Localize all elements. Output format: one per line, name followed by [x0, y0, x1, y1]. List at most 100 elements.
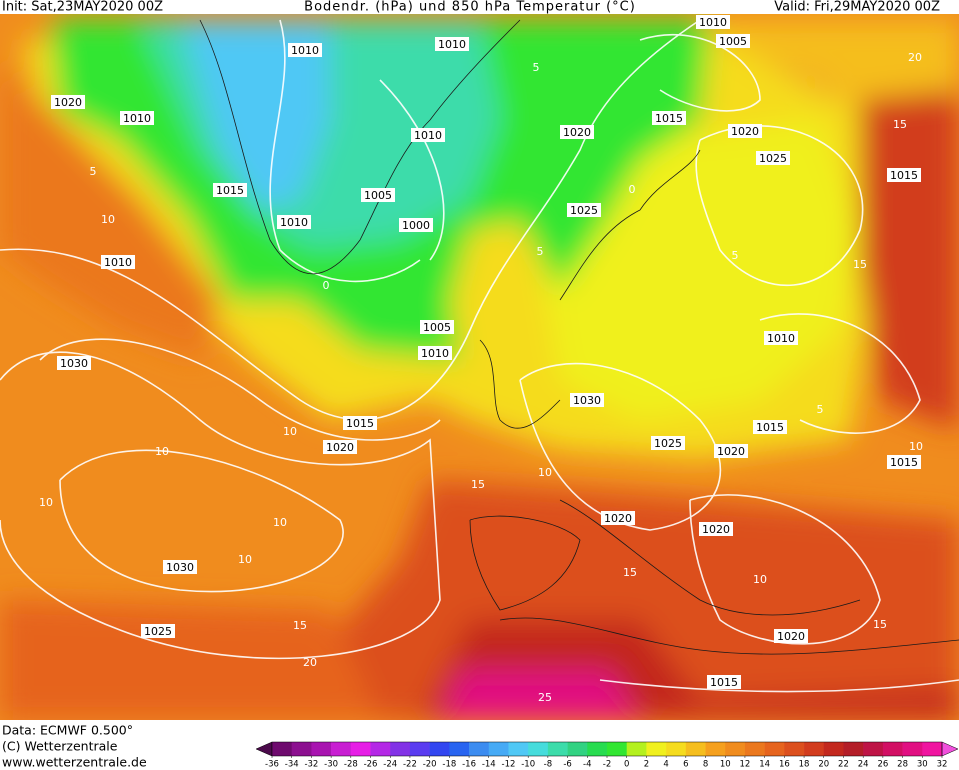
isobar-label: 1010	[438, 38, 466, 51]
colorbar-tick-label: 16	[779, 760, 790, 770]
colorbar-tick-label: -10	[521, 760, 535, 770]
colorbar-bin	[725, 742, 746, 756]
isobar-label-box	[57, 356, 91, 370]
colorbar-tick-label: 0	[624, 760, 629, 770]
isobar-label-box	[764, 331, 798, 345]
isobar-label: 1025	[654, 437, 682, 450]
colorbar-tick-label: -22	[403, 760, 417, 770]
isobar-label-box	[560, 125, 594, 139]
isobar-label: 1010	[280, 216, 308, 229]
colorbar-tick-label: -24	[383, 760, 397, 770]
isotherm-label: 5	[817, 403, 824, 416]
isobar-label: 1020	[604, 512, 632, 525]
isobar-label-box	[411, 128, 445, 142]
colorbar-bin	[705, 742, 726, 756]
isobar-label-box	[728, 124, 762, 138]
colorbar-bin	[843, 742, 864, 756]
colorbar-bin	[685, 742, 706, 756]
colorbar-tick-label: 30	[917, 760, 928, 770]
isotherm-label: 10	[238, 553, 252, 566]
isotherm-label: 10	[273, 516, 287, 529]
isobar-label-box	[567, 203, 601, 217]
colorbar-tick-label: 12	[740, 760, 751, 770]
colorbar-bin	[587, 742, 608, 756]
colorbar-tick-label: -32	[304, 760, 318, 770]
isobar-label: 1010	[699, 16, 727, 29]
isotherm-label: 10	[909, 440, 923, 453]
isotherm-label: 0	[629, 183, 636, 196]
colorbar-tick-label: 28	[897, 760, 908, 770]
isobars	[0, 19, 959, 693]
colorbar-tick-label: 22	[838, 760, 849, 770]
colorbar-tick-label: -4	[583, 760, 591, 770]
colorbar-bin	[744, 742, 765, 756]
isobar-label: 1005	[423, 321, 451, 334]
colorbar-tick-label: -36	[265, 760, 279, 770]
isobar-label-box	[51, 95, 85, 109]
isobar-label-box	[716, 34, 750, 48]
colorbar-tick-label: 14	[759, 760, 770, 770]
colorbar-bin	[311, 742, 332, 756]
isobar-label: 1015	[756, 421, 784, 434]
isobar-label: 1020	[54, 96, 82, 109]
init-time: Init: Sat,23MAY2020 00Z	[2, 0, 163, 15]
isotherm-label: 10	[101, 213, 115, 226]
colorbar-bin	[528, 742, 549, 756]
colorbar-tick-label: 8	[703, 760, 708, 770]
colorbar-bin	[567, 742, 588, 756]
isobar-label-box	[323, 440, 357, 454]
colorbar-tick-label: 32	[937, 760, 948, 770]
isotherm-label: 10	[753, 573, 767, 586]
copyright: (C) Wetterzentrale	[2, 739, 118, 754]
isobar-label-box	[652, 111, 686, 125]
isobar-label: 1025	[144, 625, 172, 638]
colorbar-high-arrow	[941, 741, 959, 757]
isobar-label-box	[756, 151, 790, 165]
isotherm-label: 0	[323, 279, 330, 292]
colorbar-tick-label: -26	[364, 760, 378, 770]
isobar-label-box	[699, 522, 733, 536]
valid-time: Valid: Fri,29MAY2020 00Z	[774, 0, 940, 15]
colorbar-tick-label: -18	[442, 760, 456, 770]
isotherm-label: 5	[537, 245, 544, 258]
isotherm-label: 25	[538, 691, 552, 704]
isotherm-label: 15	[853, 258, 867, 271]
isobar-label: 1020	[717, 445, 745, 458]
isobar-label-box	[277, 215, 311, 229]
isobar-label-box	[361, 188, 395, 202]
isobar-label: 1015	[346, 417, 374, 430]
isobar-label: 1005	[364, 189, 392, 202]
colorbar-bin	[547, 742, 568, 756]
colorbar-bin	[823, 742, 844, 756]
isotherm-label: 5	[90, 165, 97, 178]
isobar-label-box	[714, 444, 748, 458]
colorbar-tick-label: -20	[423, 760, 437, 770]
isobar-label: 1025	[570, 204, 598, 217]
colorbar-tick-label: -8	[544, 760, 552, 770]
colorbar-bin	[882, 742, 903, 756]
isotherm-label: 10	[39, 496, 53, 509]
isobar-label: 1015	[890, 456, 918, 469]
isobar-label: 1000	[402, 219, 430, 232]
isotherm-label: 15	[623, 566, 637, 579]
isobar-label: 1015	[890, 169, 918, 182]
colorbar-bin	[272, 742, 293, 756]
isotherm-label: 10	[283, 425, 297, 438]
colorbar-bin	[291, 742, 312, 756]
isotherm-label: 15	[293, 619, 307, 632]
isobar-label: 1030	[166, 561, 194, 574]
isotherm-label: 5	[732, 249, 739, 262]
colorbar-bin	[350, 742, 371, 756]
isobar-label-box	[163, 560, 197, 574]
colorbar-tick-label: 26	[877, 760, 888, 770]
colorbar-tick-label: -14	[482, 760, 496, 770]
isobar-label: 1015	[710, 676, 738, 689]
isobar-label-box	[120, 111, 154, 125]
isobar-label: 1010	[767, 332, 795, 345]
isobar-label-box	[213, 183, 247, 197]
colorbar-low-arrow	[255, 741, 273, 757]
isobar-label: 1010	[123, 112, 151, 125]
colorbar-bin	[646, 742, 667, 756]
colorbar-bin	[784, 742, 805, 756]
isobar-label-box	[399, 218, 433, 232]
